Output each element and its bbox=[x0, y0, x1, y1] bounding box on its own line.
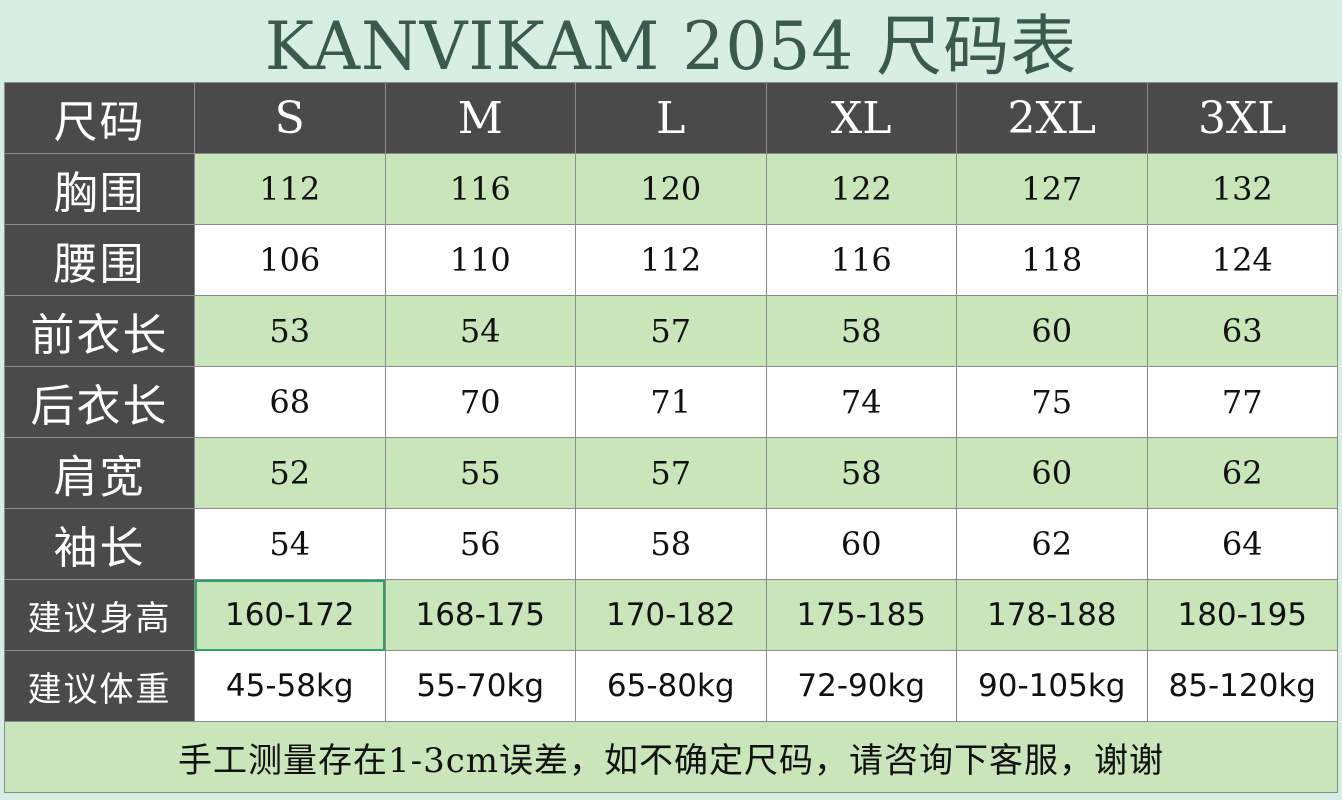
row-label: 胸围 bbox=[4, 153, 195, 225]
table-cell: 116 bbox=[384, 153, 576, 225]
table-cell-selected[interactable]: 160-172 bbox=[194, 579, 386, 651]
row-label: 后衣长 bbox=[4, 366, 195, 438]
table-cell: 175-185 bbox=[765, 579, 957, 651]
table-cell: 70 bbox=[384, 366, 576, 438]
size-header-cell: XL bbox=[765, 82, 957, 154]
table-cell: 90-105kg bbox=[956, 650, 1148, 722]
table-cell: 52 bbox=[194, 437, 386, 509]
table-cell: 54 bbox=[194, 508, 386, 580]
table-row: 袖长 54 56 58 60 62 64 bbox=[4, 508, 1338, 580]
table-cell: 178-188 bbox=[956, 579, 1148, 651]
table-cell: 55-70kg bbox=[384, 650, 576, 722]
table-cell: 68 bbox=[194, 366, 386, 438]
row-label: 建议身高 bbox=[4, 579, 195, 651]
table-cell: 116 bbox=[765, 224, 957, 296]
table-cell: 112 bbox=[194, 153, 386, 225]
table-cell: 71 bbox=[575, 366, 767, 438]
size-header-cell: S bbox=[194, 82, 386, 154]
table-cell: 168-175 bbox=[384, 579, 576, 651]
table-cell: 122 bbox=[765, 153, 957, 225]
table-cell: 53 bbox=[194, 295, 386, 367]
size-header-cell: M bbox=[384, 82, 576, 154]
table-cell: 57 bbox=[575, 295, 767, 367]
size-header-cell: L bbox=[575, 82, 767, 154]
row-label: 腰围 bbox=[4, 224, 195, 296]
footer-note: 手工测量存在1-3cm误差，如不确定尺码，请咨询下客服，谢谢 bbox=[4, 721, 1338, 793]
table-cell: 85-120kg bbox=[1146, 650, 1338, 722]
size-table: 尺码 S M L XL 2XL 3XL 胸围 112 116 120 122 1… bbox=[4, 82, 1338, 793]
table-cell: 124 bbox=[1146, 224, 1338, 296]
table-cell: 58 bbox=[765, 437, 957, 509]
table-row: 胸围 112 116 120 122 127 132 bbox=[4, 153, 1338, 225]
page-title: KANVIKAM 2054 尺码表 bbox=[264, 8, 1078, 85]
header-label-cell: 尺码 bbox=[4, 82, 195, 154]
row-label: 袖长 bbox=[4, 508, 195, 580]
header-row: 尺码 S M L XL 2XL 3XL bbox=[4, 82, 1338, 154]
table-cell: 58 bbox=[765, 295, 957, 367]
table-cell: 63 bbox=[1146, 295, 1338, 367]
table-row: 肩宽 52 55 57 58 60 62 bbox=[4, 437, 1338, 509]
table-cell: 56 bbox=[384, 508, 576, 580]
table-cell: 72-90kg bbox=[765, 650, 957, 722]
table-cell: 74 bbox=[765, 366, 957, 438]
table-cell: 127 bbox=[956, 153, 1148, 225]
table-cell: 106 bbox=[194, 224, 386, 296]
table-row: 后衣长 68 70 71 74 75 77 bbox=[4, 366, 1338, 438]
table-cell: 118 bbox=[956, 224, 1148, 296]
table-cell: 58 bbox=[575, 508, 767, 580]
row-label: 肩宽 bbox=[4, 437, 195, 509]
table-cell: 75 bbox=[956, 366, 1148, 438]
table-row: 建议身高 160-172 168-175 170-182 175-185 178… bbox=[4, 579, 1338, 651]
table-cell: 110 bbox=[384, 224, 576, 296]
row-label: 建议体重 bbox=[4, 650, 195, 722]
table-cell: 54 bbox=[384, 295, 576, 367]
table-cell: 180-195 bbox=[1146, 579, 1338, 651]
row-label: 前衣长 bbox=[4, 295, 195, 367]
table-row: 建议体重 45-58kg 55-70kg 65-80kg 72-90kg 90-… bbox=[4, 650, 1338, 722]
table-cell: 62 bbox=[1146, 437, 1338, 509]
table-cell: 60 bbox=[765, 508, 957, 580]
table-cell: 64 bbox=[1146, 508, 1338, 580]
table-row: 腰围 106 110 112 116 118 124 bbox=[4, 224, 1338, 296]
size-header-cell: 2XL bbox=[956, 82, 1148, 154]
table-cell: 170-182 bbox=[575, 579, 767, 651]
table-cell: 62 bbox=[956, 508, 1148, 580]
table-cell: 60 bbox=[956, 437, 1148, 509]
table-cell: 45-58kg bbox=[194, 650, 386, 722]
table-cell: 132 bbox=[1146, 153, 1338, 225]
table-row: 前衣长 53 54 57 58 60 63 bbox=[4, 295, 1338, 367]
footer-row: 手工测量存在1-3cm误差，如不确定尺码，请咨询下客服，谢谢 bbox=[4, 721, 1338, 793]
table-cell: 60 bbox=[956, 295, 1148, 367]
table-cell: 112 bbox=[575, 224, 767, 296]
table-cell: 77 bbox=[1146, 366, 1338, 438]
table-cell: 65-80kg bbox=[575, 650, 767, 722]
table-cell: 55 bbox=[384, 437, 576, 509]
table-cell: 57 bbox=[575, 437, 767, 509]
size-header-cell: 3XL bbox=[1146, 82, 1338, 154]
table-cell: 120 bbox=[575, 153, 767, 225]
